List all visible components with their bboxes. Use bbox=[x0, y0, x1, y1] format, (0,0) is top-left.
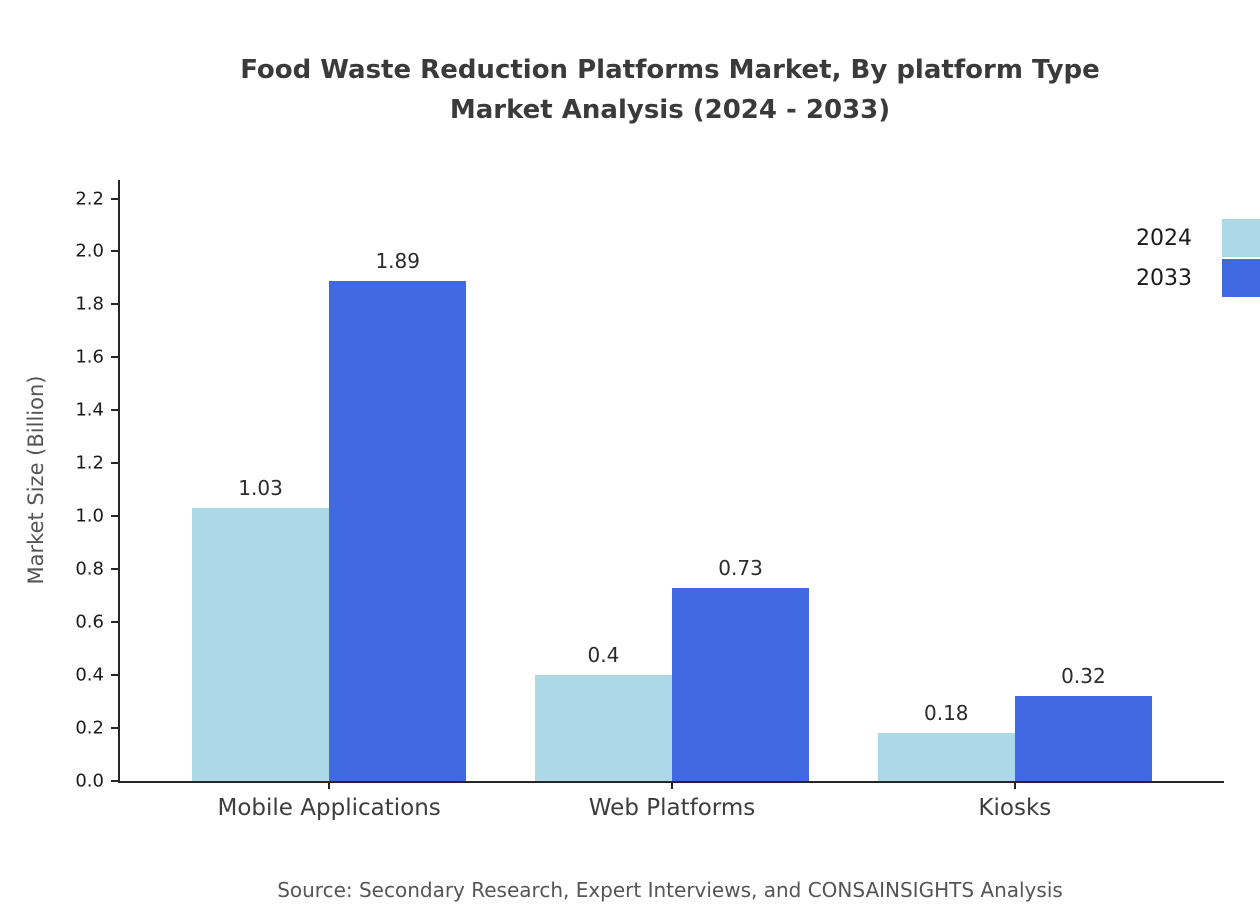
y-tick-label: 1.0 bbox=[75, 505, 104, 527]
legend-item-2033: 2033 bbox=[1136, 258, 1260, 298]
y-tick-label: 0.2 bbox=[75, 717, 104, 739]
legend-swatch-2024 bbox=[1222, 219, 1260, 257]
y-tick-label: 1.6 bbox=[75, 346, 104, 368]
y-tick-mark bbox=[111, 462, 120, 465]
x-tick-mark bbox=[671, 781, 673, 789]
y-tick-mark bbox=[111, 727, 120, 730]
chart-title-line2: Market Analysis (2024 - 2033) bbox=[449, 95, 891, 125]
y-tick-mark bbox=[111, 356, 120, 359]
y-tick-label: 0.4 bbox=[75, 664, 104, 686]
legend-swatch-2033 bbox=[1222, 259, 1260, 297]
legend-label: 2024 bbox=[1136, 225, 1192, 251]
y-tick-label: 2.2 bbox=[75, 188, 104, 210]
bar-2024-kiosks bbox=[877, 733, 1015, 781]
bar-value-label: 1.03 bbox=[238, 476, 283, 501]
bar-value-label: 1.89 bbox=[375, 248, 420, 273]
chart-title-line1: Food Waste Reduction Platforms Market, B… bbox=[240, 55, 1100, 85]
bar-2024-mobile-applications bbox=[192, 508, 330, 781]
plot-area: 0.0 0.2 0.4 0.6 0.8 1.0 1.2 1.4 1.6 1.8 2.0 2.2 Mobi… bbox=[75, 180, 1224, 821]
bar-value-label: 0.73 bbox=[718, 555, 763, 580]
y-tick-mark bbox=[111, 568, 120, 571]
y-tick-label: 0.8 bbox=[75, 558, 104, 580]
y-tick-mark bbox=[111, 515, 120, 518]
x-category-label: Web Platforms bbox=[588, 795, 756, 821]
y-tick-mark bbox=[111, 674, 120, 677]
y-axis-title: Market Size (Billion) bbox=[24, 375, 48, 585]
bar-value-label: 0.32 bbox=[1061, 664, 1106, 689]
y-tick-mark bbox=[111, 621, 120, 624]
y-tick-mark bbox=[111, 197, 120, 200]
y-tick-label: 1.2 bbox=[75, 452, 104, 474]
y-tick-mark bbox=[111, 250, 120, 253]
bar-2033-kiosks bbox=[1014, 696, 1152, 781]
bar-value-label: 0.4 bbox=[587, 643, 620, 668]
y-tick-mark bbox=[111, 780, 120, 782]
y-tick-label: 0.6 bbox=[75, 611, 104, 633]
y-tick-mark bbox=[111, 409, 120, 412]
bar-2024-web-platforms bbox=[534, 675, 672, 781]
x-category-label: Kiosks bbox=[978, 795, 1052, 821]
chart-title: Food Waste Reduction Platforms Market, B… bbox=[80, 50, 1260, 130]
x-tick-mark bbox=[1013, 781, 1016, 789]
source-note: Source: Secondary Research, Expert Inter… bbox=[277, 878, 1063, 902]
y-tick-label: 2.0 bbox=[75, 240, 104, 262]
y-tick-mark bbox=[111, 303, 120, 306]
bar-value-label: 0.18 bbox=[924, 701, 969, 726]
x-tick-mark bbox=[328, 781, 331, 789]
legend-item-2024: 2024 bbox=[1136, 218, 1260, 258]
legend-label: 2033 bbox=[1136, 265, 1192, 291]
y-tick-label: 1.4 bbox=[75, 399, 104, 421]
y-tick-label: 0.0 bbox=[75, 770, 104, 792]
bar-2033-mobile-applications bbox=[329, 280, 467, 781]
y-tick-label: 1.8 bbox=[75, 293, 104, 315]
x-category-label: Mobile Applications bbox=[217, 795, 441, 821]
legend: 2024 2033 bbox=[1136, 218, 1260, 298]
bar-2033-web-platforms bbox=[672, 587, 810, 781]
